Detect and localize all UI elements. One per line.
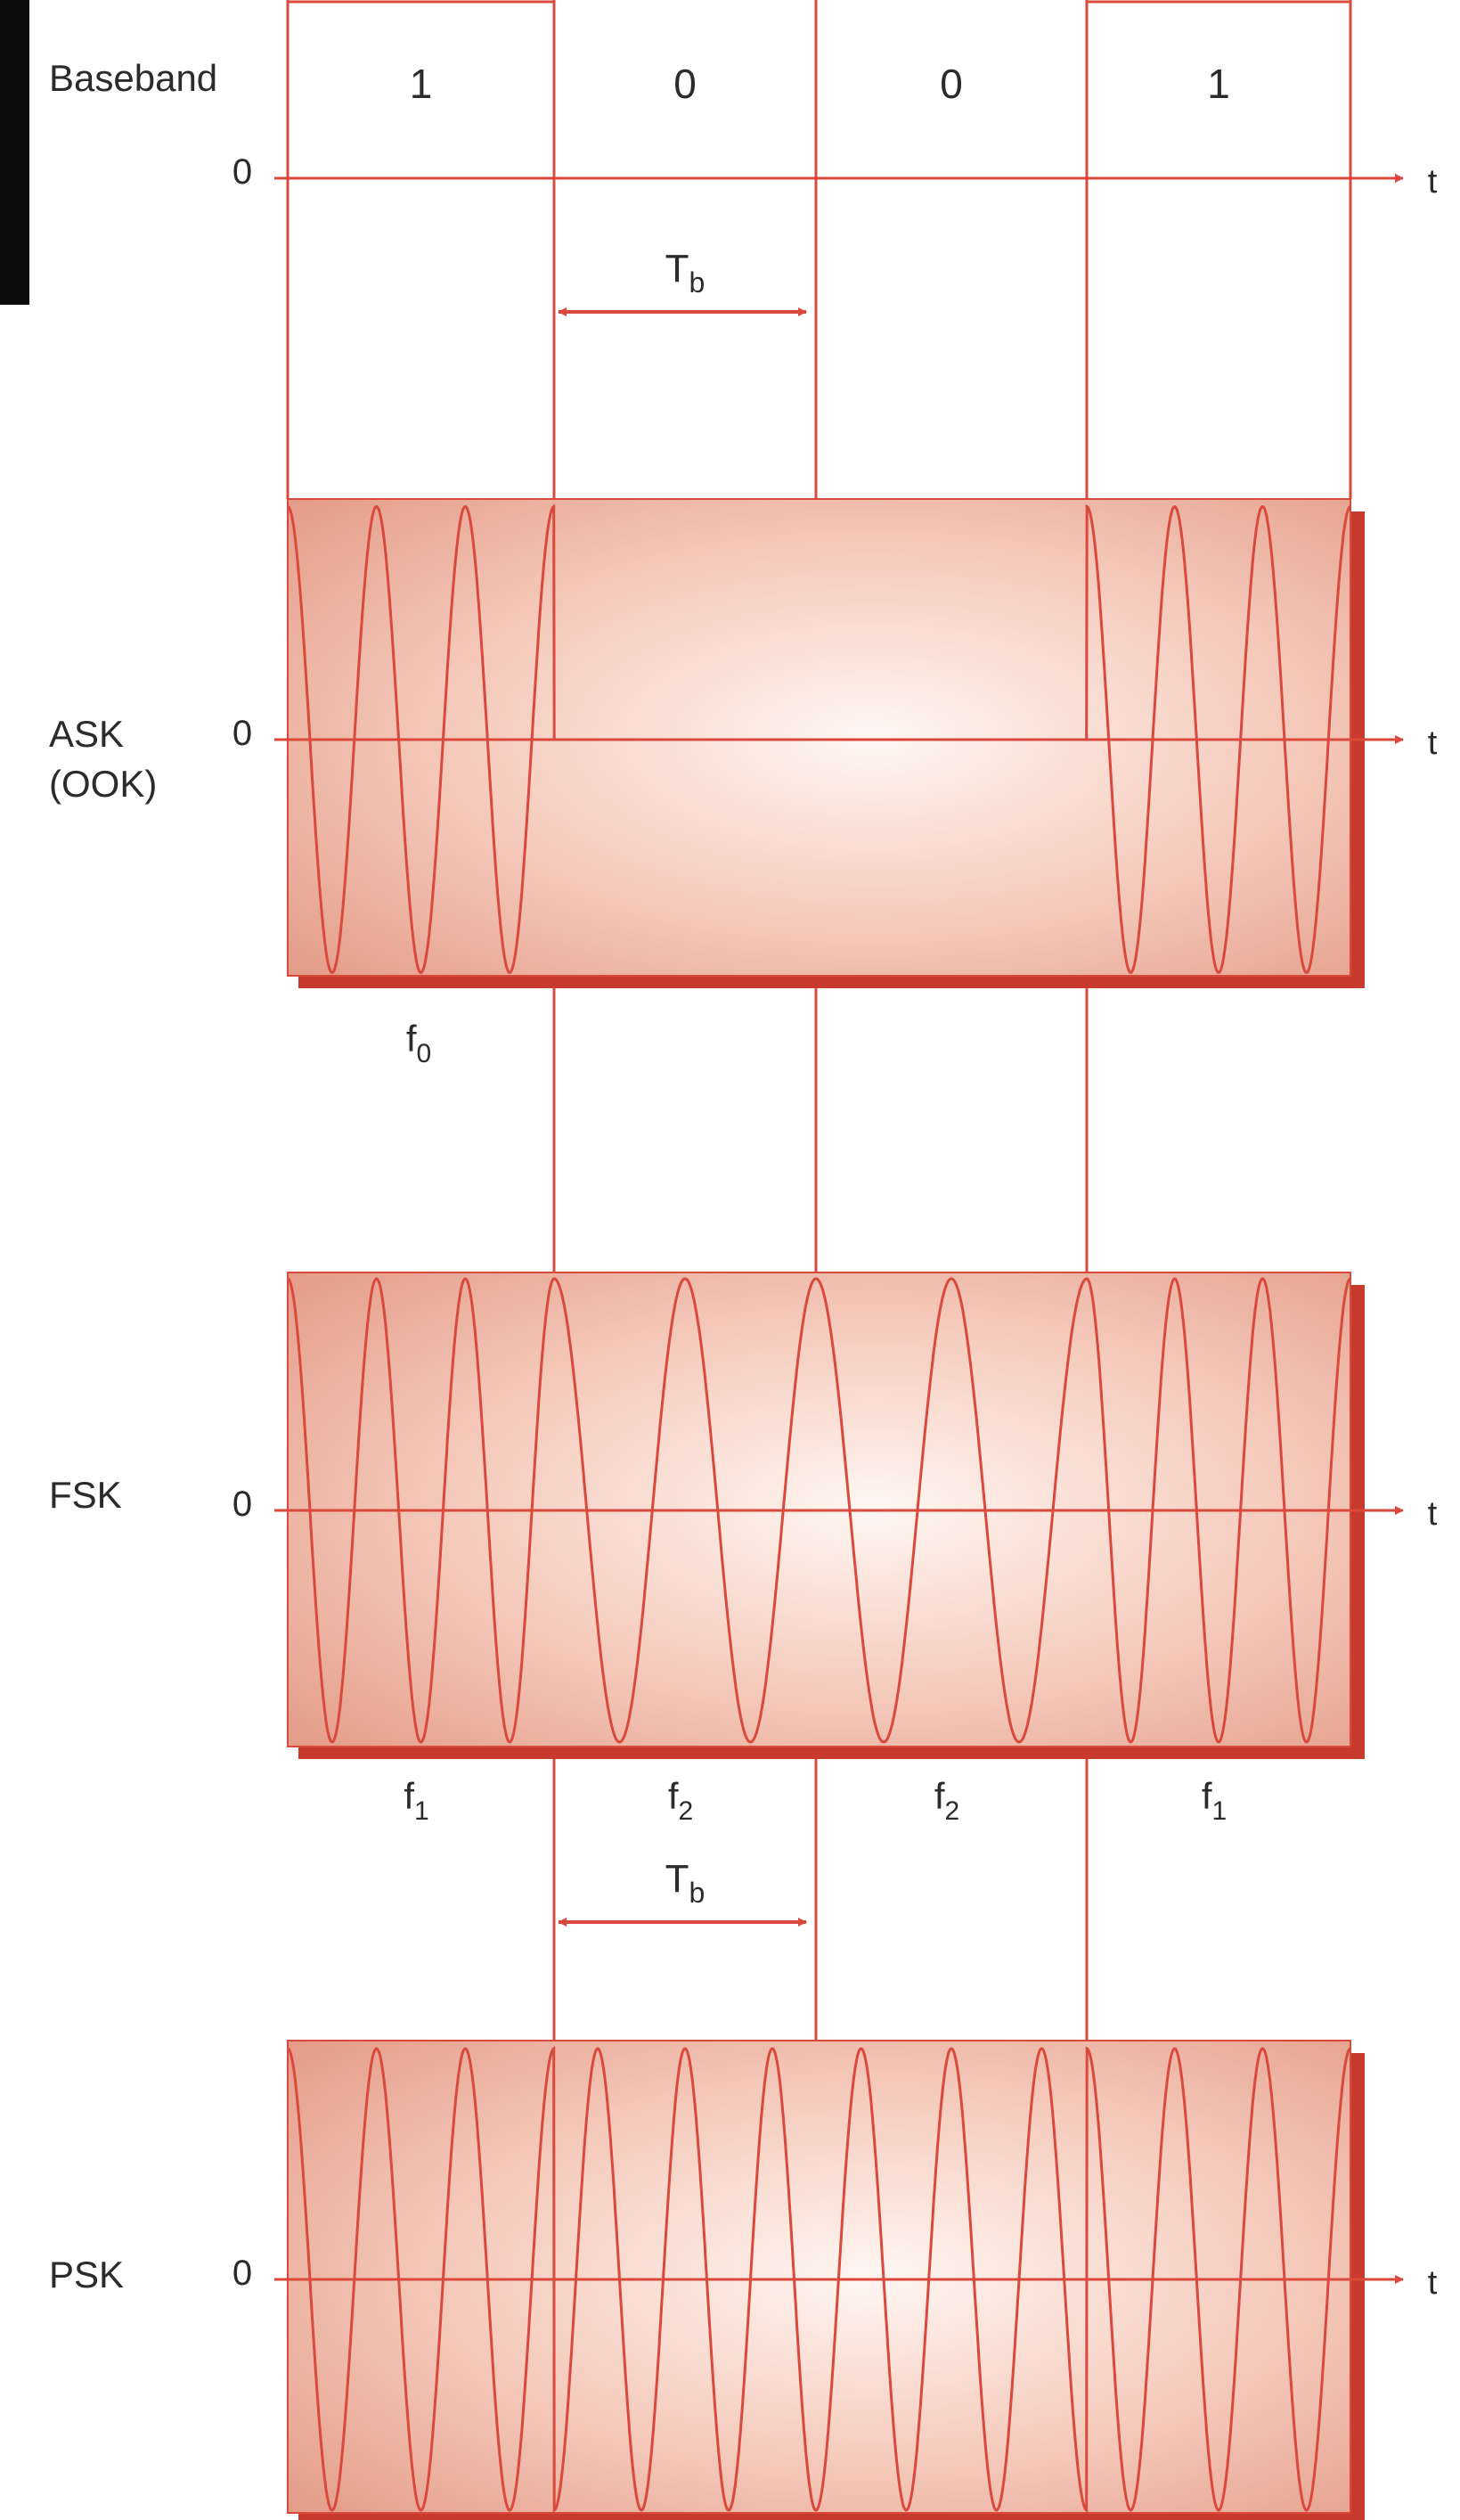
ask-zero-label: 0 <box>232 714 252 753</box>
baseband-square-wave <box>286 0 1350 180</box>
psk-panel-background <box>287 2040 1351 2514</box>
psk-zero-label: 0 <box>232 2254 252 2293</box>
baseband-t-label: t <box>1428 163 1438 200</box>
time-axes <box>274 174 1404 2284</box>
bit-value-3: 1 <box>1207 61 1230 107</box>
ask-carrier-label: f0 <box>406 1018 431 1068</box>
bit-value-0: 1 <box>410 61 433 107</box>
tb-label-0: Tb <box>665 247 706 299</box>
fsk-t-label: t <box>1428 1495 1438 1533</box>
ask-panel-background <box>287 498 1351 977</box>
bit-value-2: 0 <box>940 61 963 107</box>
tb-label-1: Tb <box>665 1857 706 1909</box>
baseband-zero-label: 0 <box>232 152 252 192</box>
ask-row-sublabel: (OOK) <box>49 763 157 805</box>
bit-value-1: 0 <box>673 61 697 107</box>
psk-row-label: PSK <box>49 2254 124 2295</box>
ask-t-label: t <box>1428 724 1438 762</box>
fsk-zero-label: 0 <box>232 1485 252 1524</box>
fsk-frequency-label-0: f1 <box>404 1775 428 1826</box>
psk-panel-waveform <box>287 2046 1351 2513</box>
fsk-row-label: FSK <box>49 1474 122 1516</box>
fsk-panel-waveform <box>287 1277 1351 1744</box>
fsk-frequency-label-3: f1 <box>1202 1775 1227 1826</box>
fsk-frequency-label-2: f2 <box>934 1775 959 1826</box>
corner-bar <box>0 0 29 305</box>
labels-layer: t 0 t 0 t 0 t 0 Baseband ASK (OOK) FSK PSK 1 0 0 1 Tb Tb f0… <box>49 57 1438 2302</box>
ask-row-label: ASK <box>49 713 124 755</box>
baseband-row-label: Baseband <box>49 57 217 99</box>
fsk-frequency-label-1: f2 <box>668 1775 693 1826</box>
psk-t-label: t <box>1428 2264 1438 2302</box>
